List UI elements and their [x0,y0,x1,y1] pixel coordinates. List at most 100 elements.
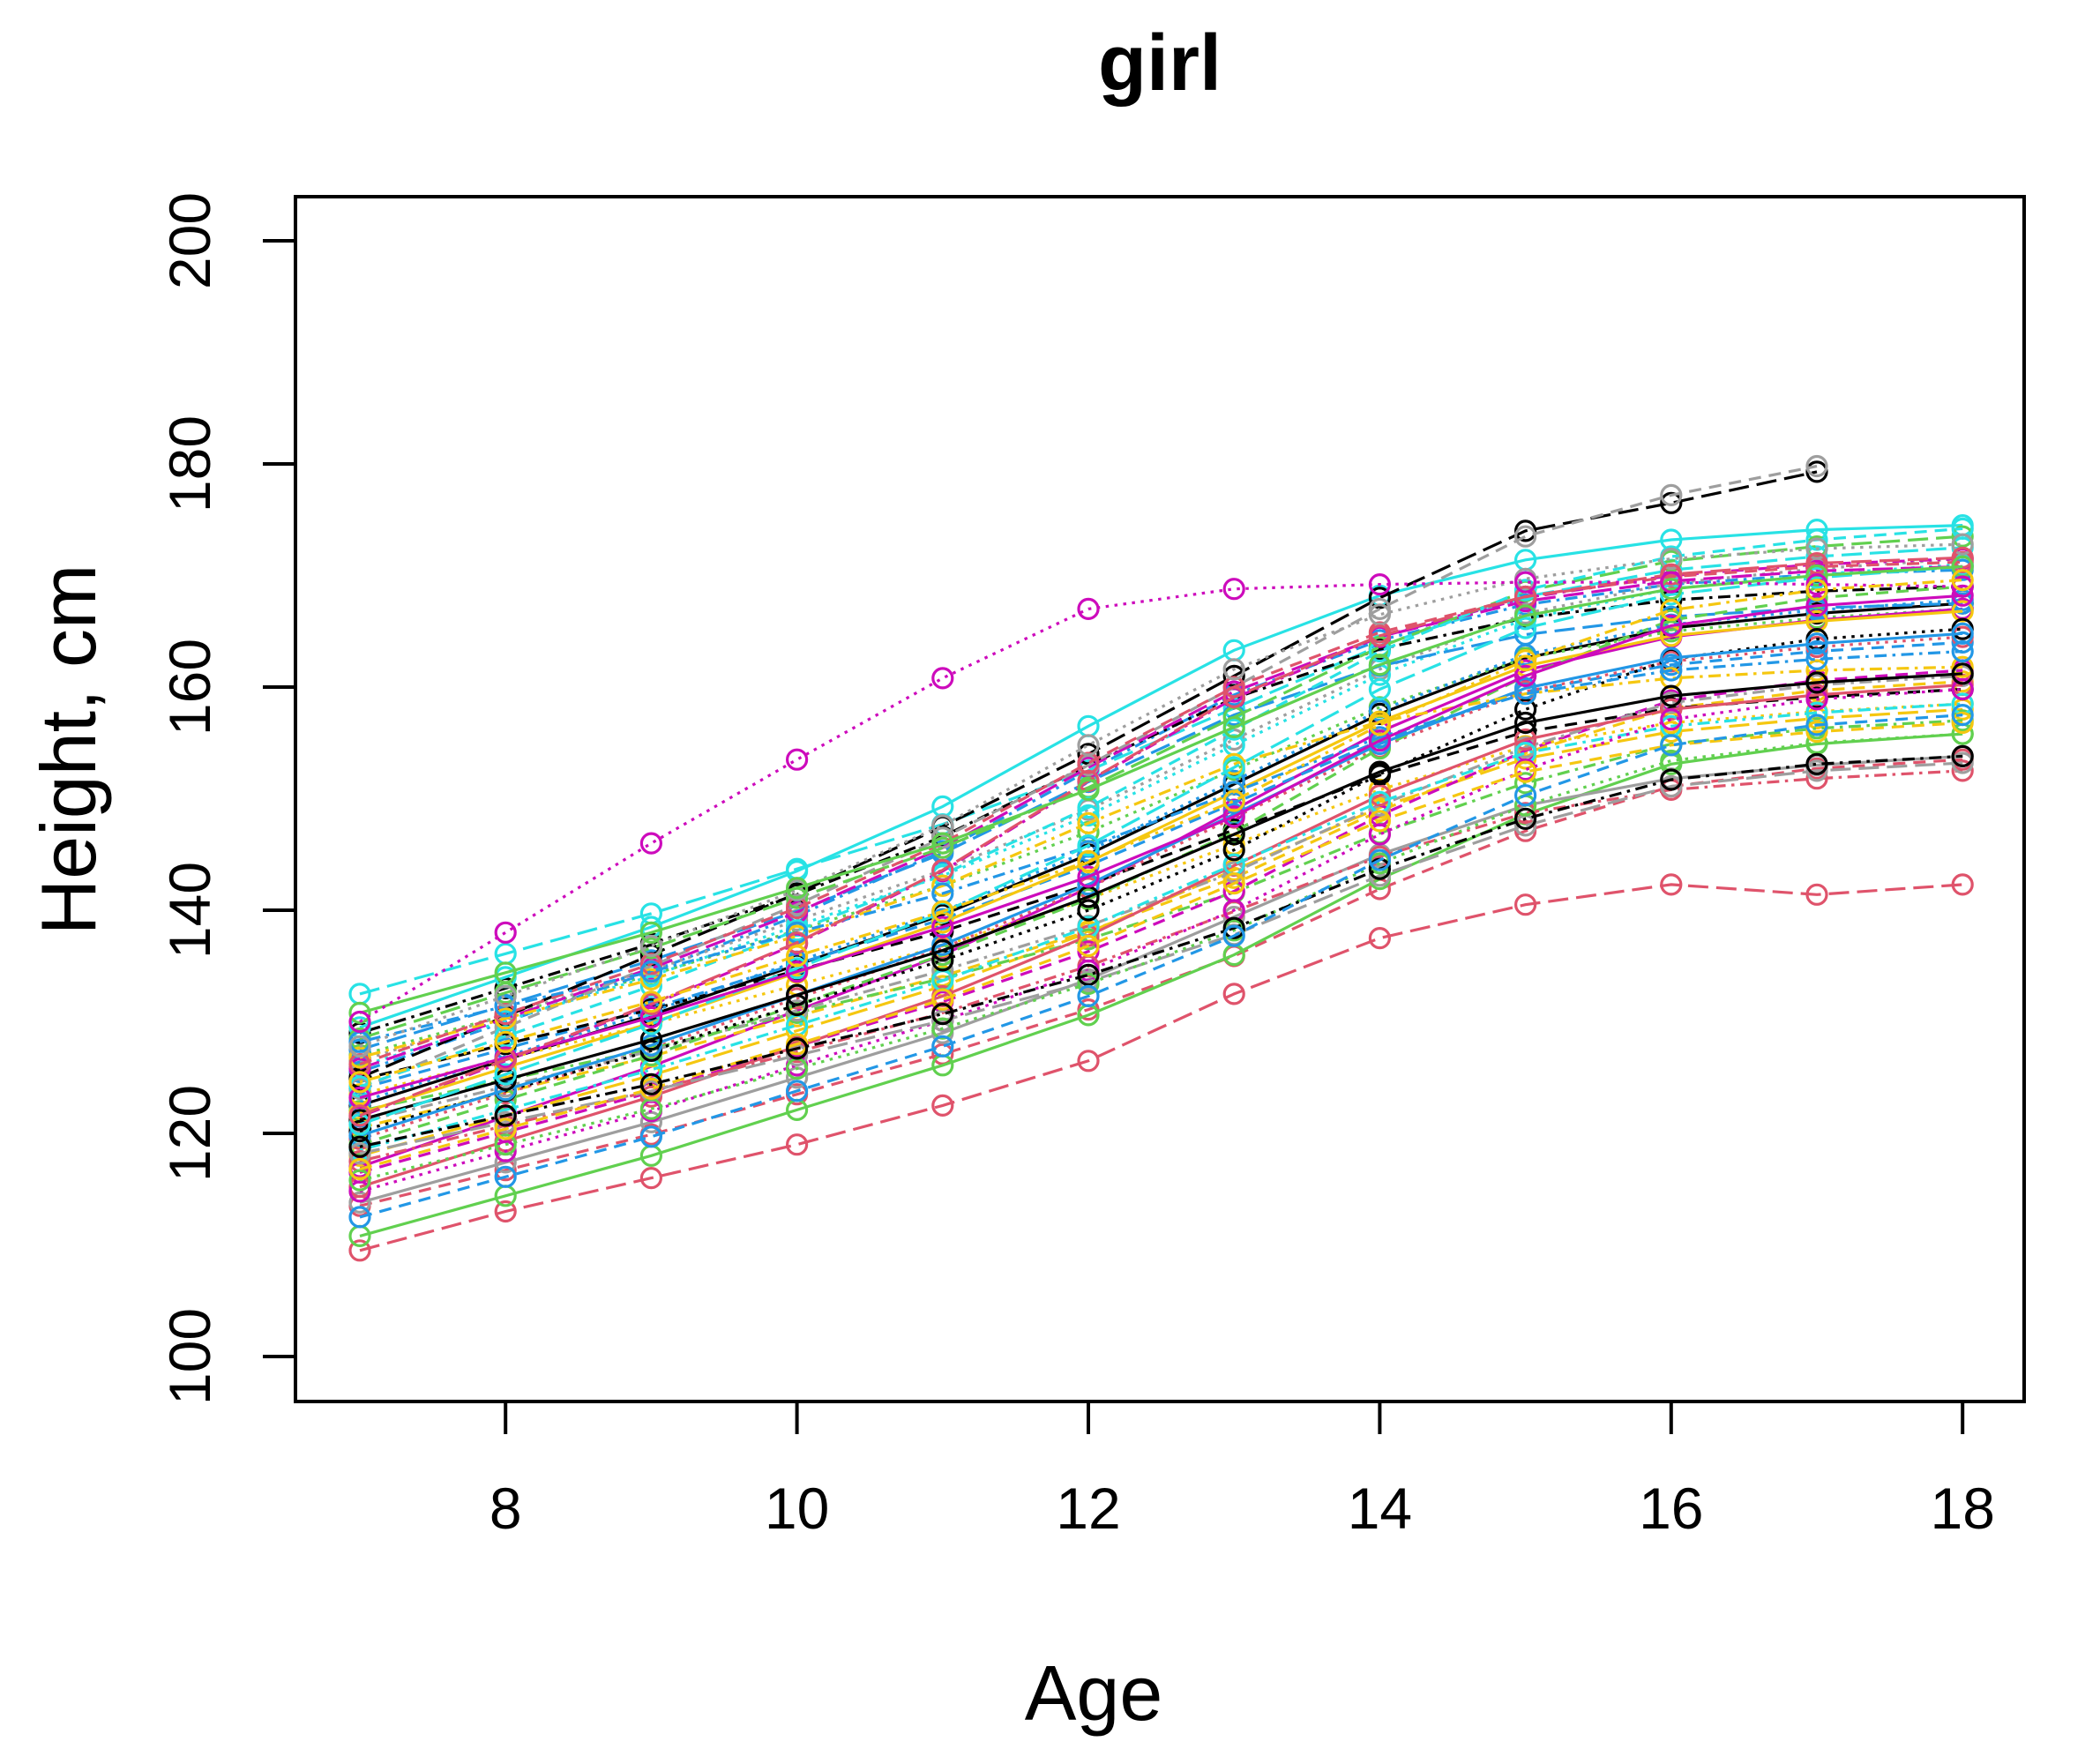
data-point [1513,772,1537,795]
data-point [1077,804,1100,827]
growth-line [359,687,1963,1193]
growth-line [359,732,1963,1237]
data-point [931,874,954,897]
growth-line [359,534,1963,1041]
data-point [1951,533,1974,556]
data-point [1222,916,1245,939]
data-point [639,1085,663,1108]
data-point [1513,736,1537,759]
data-point [1513,648,1537,672]
plot-border [294,195,2026,1403]
data-point [1368,760,1392,783]
data-point [1368,729,1392,752]
data-point [1368,654,1392,676]
x-tick-label: 16 [1639,1476,1703,1541]
data-point [1660,774,1683,798]
data-point [1805,632,1828,655]
data-point [1222,685,1245,709]
data-point [348,1135,371,1158]
growth-line [359,672,1963,1122]
data-point [1951,525,1974,548]
x-axis: 8 10 12 14 16 18 [489,1401,1995,1541]
data-point [494,1117,517,1140]
data-point [1951,677,1974,701]
data-point [785,931,809,954]
data-point [1077,811,1100,834]
data-point [1951,873,1974,896]
data-point [639,953,663,975]
growth-line [359,649,1963,1043]
data-point [1513,676,1537,699]
data-point [785,960,809,983]
data-point [1368,572,1392,596]
data-point [1222,578,1245,601]
y-tick-label: 140 [157,862,222,959]
data-point [494,984,517,1008]
data-point [348,1010,371,1034]
data-point [1660,873,1683,896]
data-point [931,938,954,962]
data-point [1513,807,1537,830]
data-point [1805,564,1828,587]
data-point [639,1028,663,1051]
data-point [639,975,663,998]
data-point [1513,893,1537,916]
data-point [1077,751,1100,774]
data-point [348,1180,371,1203]
data-point [494,1140,517,1162]
data-point [1513,579,1537,602]
data-point [931,1094,954,1117]
data-point [1513,664,1537,688]
growth-line [359,674,1963,1124]
data-point [1513,728,1537,751]
x-tick-label: 14 [1348,1476,1412,1541]
data-point [1077,899,1100,922]
data-point [1222,924,1245,947]
x-tick-label: 18 [1930,1476,1994,1541]
data-point [931,900,954,923]
data-point [1077,865,1100,888]
data-point [1222,866,1245,889]
growth-line [359,542,1963,1048]
data-point [494,1200,517,1223]
data-point [1368,778,1392,802]
data-point [494,921,517,944]
data-point [785,1037,809,1060]
data-point [1513,698,1537,721]
data-point [1222,789,1245,812]
data-point [1077,849,1100,872]
data-point [1513,604,1537,627]
data-point [639,1073,663,1095]
data-point [785,1043,809,1067]
data-point [494,1151,517,1174]
data-point [1805,579,1828,602]
data-point [1805,460,1828,483]
data-point [1660,768,1683,791]
data-point [785,877,809,900]
growth-line [359,602,1963,1107]
data-point [1660,720,1683,744]
data-point [1077,597,1100,621]
data-point [1660,578,1683,601]
data-point [785,748,809,771]
data-point [1077,984,1100,1008]
y-axis: 100 120 140 160 180 200 [157,192,295,1405]
data-point [348,1142,371,1165]
data-point [494,1133,517,1156]
data-point [1222,839,1245,862]
data-point [639,921,663,944]
data-point [1513,571,1537,594]
data-point [931,1009,954,1032]
data-point [1222,715,1245,739]
growth-line [359,564,1963,1014]
data-point [1660,547,1683,571]
data-point [639,1005,663,1029]
y-tick-label: 180 [157,415,222,512]
data-point [1660,734,1683,757]
data-point [1513,711,1537,735]
data-point [1951,600,1974,623]
data-point [348,1206,371,1229]
data-point [348,1071,371,1094]
growth-line [359,585,1963,1035]
data-point [1368,677,1392,701]
